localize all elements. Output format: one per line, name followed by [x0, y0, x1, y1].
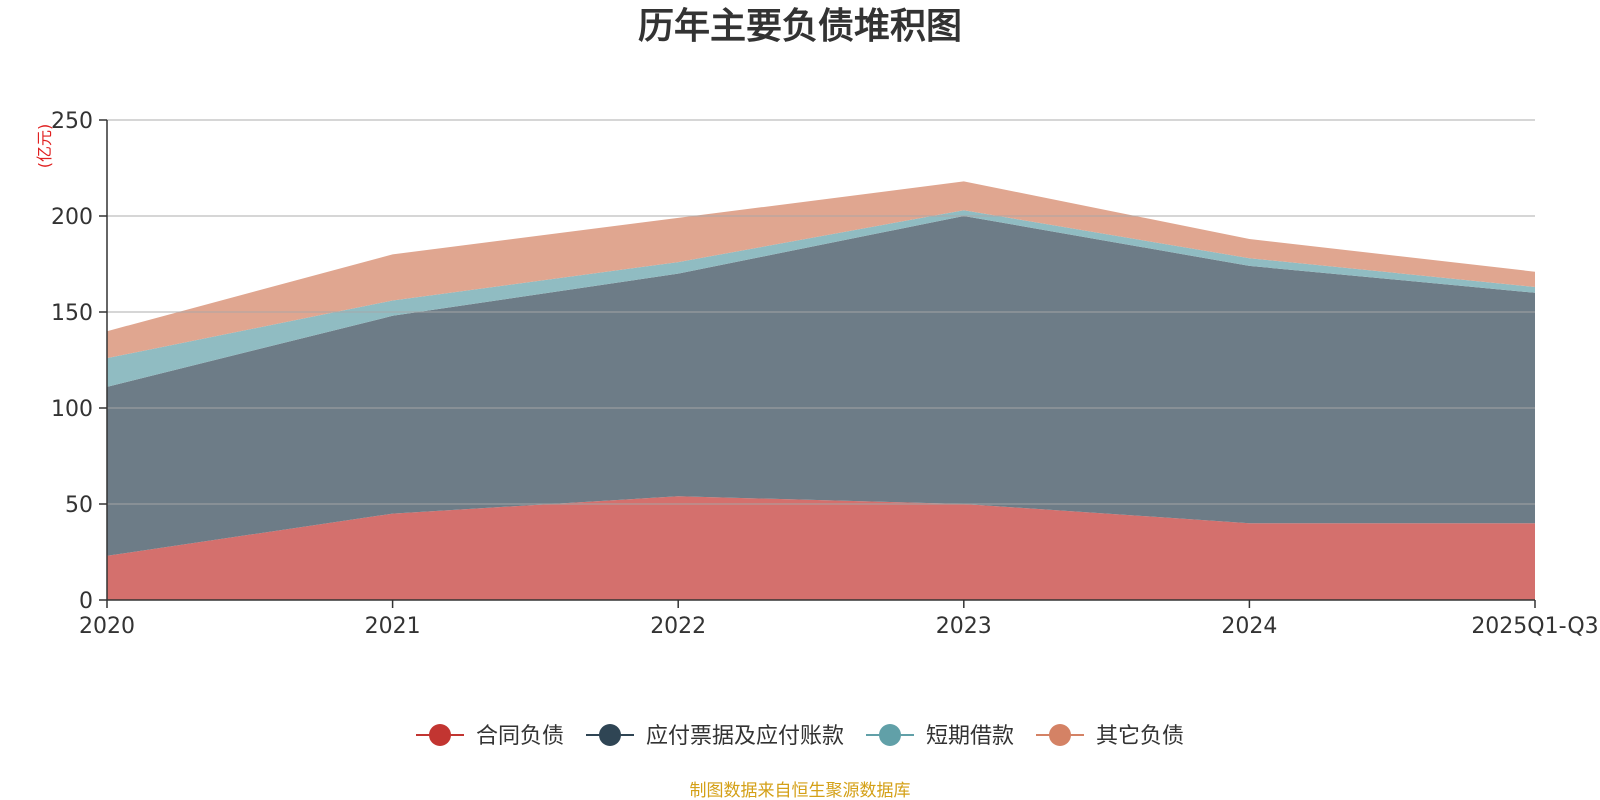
- legend-label-0: 合同负债: [476, 724, 564, 749]
- legend-item-0[interactable]: 合同负债: [416, 724, 564, 749]
- area-series-1[interactable]: [107, 216, 1535, 556]
- y-tick-label-1: 50: [65, 493, 93, 518]
- y-tick-label-4: 200: [51, 205, 93, 230]
- axes: 0 50 100 150 200 250 2020 2021 2022 2023 2024 2025Q…: [51, 109, 1599, 639]
- legend-label-2: 短期借款: [926, 724, 1014, 749]
- legend-label-3: 其它负债: [1096, 724, 1184, 749]
- x-tick-label-3: 2023: [936, 614, 992, 639]
- area-series-3[interactable]: [107, 181, 1535, 359]
- x-tick-label-4: 2024: [1221, 614, 1277, 639]
- y-axis-unit-label: (亿元): [35, 124, 54, 169]
- area-series-group: [107, 181, 1535, 600]
- x-tick-label-0: 2020: [79, 614, 135, 639]
- legend[interactable]: 合同负债 应付票据及应付账款 短期借款 其它负债: [416, 724, 1184, 749]
- y-tick-label-2: 100: [51, 397, 93, 422]
- chart-title: 历年主要负债堆积图: [638, 6, 962, 47]
- legend-marker-2: [879, 724, 901, 746]
- x-tick-label-1: 2021: [365, 614, 421, 639]
- legend-label-1: 应付票据及应付账款: [646, 724, 844, 749]
- y-tick-label-0: 0: [79, 589, 93, 614]
- legend-marker-1: [599, 724, 621, 746]
- legend-item-2[interactable]: 短期借款: [866, 724, 1014, 749]
- area-series-0[interactable]: [107, 496, 1535, 600]
- legend-marker-3: [1049, 724, 1071, 746]
- y-tick-label-5: 250: [51, 109, 93, 134]
- x-tick-label-2: 2022: [650, 614, 706, 639]
- grid-lines: [107, 119, 1535, 505]
- x-tick-label-5: 2025Q1-Q3: [1471, 614, 1598, 639]
- source-note: 制图数据来自恒生聚源数据库: [690, 781, 911, 800]
- legend-item-1[interactable]: 应付票据及应付账款: [586, 724, 844, 749]
- legend-item-3[interactable]: 其它负债: [1036, 724, 1184, 749]
- y-tick-label-3: 150: [51, 301, 93, 326]
- legend-marker-0: [429, 724, 451, 746]
